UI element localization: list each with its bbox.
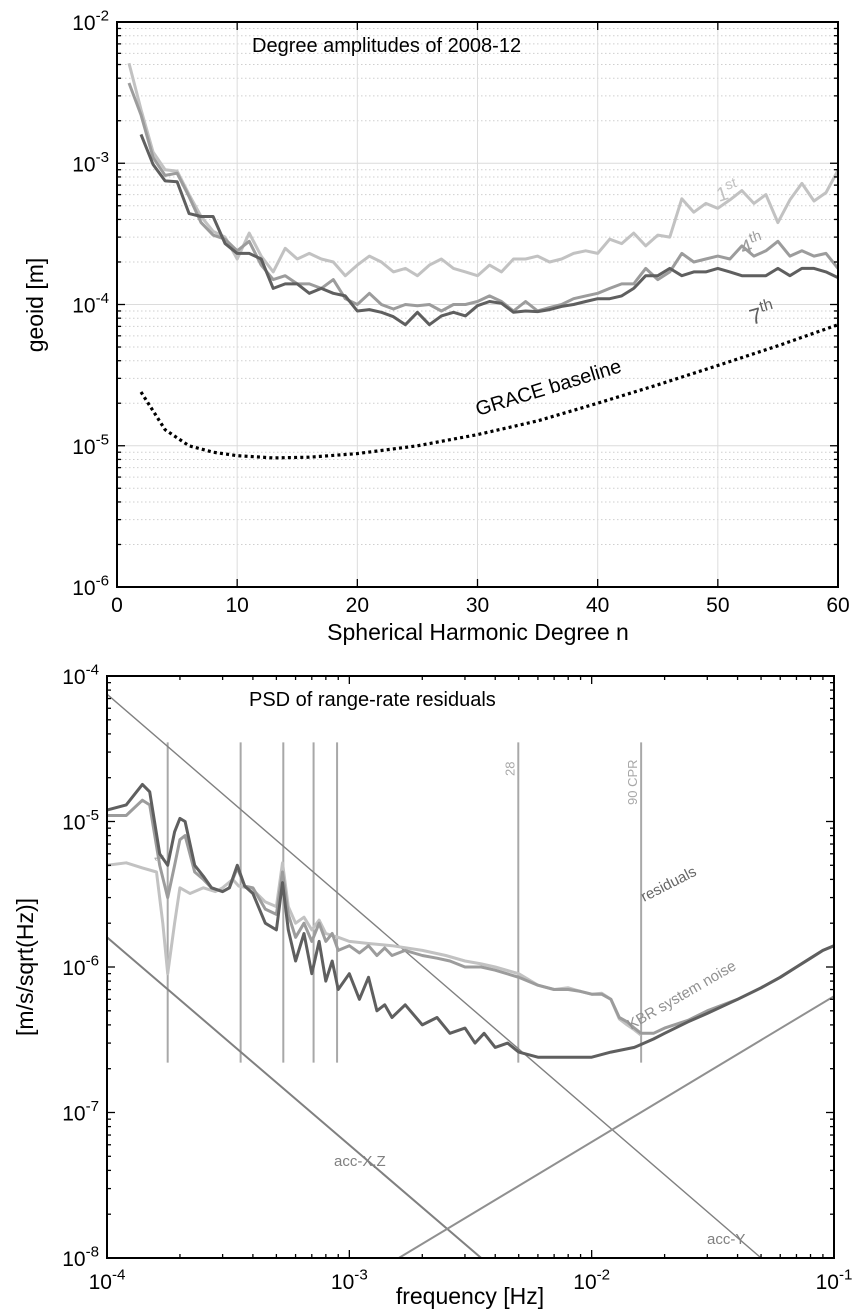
series-line-acc-y (107, 693, 762, 1258)
x-tick-label: 60 (826, 594, 849, 617)
y-tick-label: 10-3 (72, 149, 109, 176)
series-label-4th-sup: th (747, 228, 763, 247)
x-tick-label-base: 10 (573, 1271, 596, 1294)
series-label-acc-xz: acc-X,Z (334, 1153, 386, 1170)
series-top (127, 62, 838, 460)
y-tick-label: 10-4 (72, 290, 109, 317)
x-tick-label-base: 10 (816, 1271, 839, 1294)
y-tick-label-base: 10 (72, 295, 95, 318)
y-tick-label-base: 10 (62, 666, 85, 689)
series-label-acc-y: acc-Y (707, 1231, 745, 1248)
series-line-7th (139, 133, 838, 327)
x-tick-label-base: 10 (331, 1271, 354, 1294)
x-tick-label-exp: -2 (597, 1267, 610, 1284)
series-bottom (107, 693, 834, 1258)
series-line-residual-variant-1 (107, 798, 834, 1035)
series-line-residuals (107, 782, 834, 1059)
y-tick-label-exp: -5 (96, 431, 109, 448)
y-tick-label-exp: -6 (96, 573, 109, 590)
x-tick-label-exp: -3 (354, 1267, 367, 1284)
y-tick-label-base: 10 (62, 1248, 85, 1271)
x-tick-label: 10-2 (573, 1267, 610, 1294)
series-label-1st: 1st (713, 175, 742, 207)
y-tick-label: 10-8 (62, 1244, 99, 1271)
cpr-lines: 128 90 CPR (152, 742, 643, 1063)
y-tick-label-base: 10 (72, 12, 95, 35)
y-tick-label-base: 10 (62, 957, 85, 980)
series-label-residuals: residuals (638, 863, 699, 905)
y-axis-label: [m/s/sqrt(Hz)] (12, 898, 38, 1036)
x-tick-label: 30 (466, 594, 489, 617)
y-tick-label-exp: -4 (86, 662, 99, 679)
y-tick-label-base: 10 (72, 577, 95, 600)
y-tick-label-exp: -7 (86, 1098, 99, 1115)
y-tick-label-exp: -4 (96, 290, 109, 307)
x-tick-label: 10 (225, 594, 248, 617)
x-tick-label: 20 (346, 594, 369, 617)
y-tick-label: 10-6 (62, 953, 99, 980)
series-label-1st-sup: st (723, 175, 739, 194)
cpr-label: 90 CPR (625, 759, 640, 805)
series-label-grace-baseline: GRACE baseline (473, 356, 624, 421)
series-line-kbr-system-noise (398, 995, 834, 1258)
y-tick-label-base: 10 (62, 1103, 85, 1126)
y-tick-label-exp: -6 (86, 953, 99, 970)
y-tick-label-exp: -8 (86, 1244, 99, 1261)
y-axis-label: geoid [m] (22, 258, 48, 353)
y-tick-label-exp: -2 (96, 8, 109, 25)
series-line-1st (127, 62, 838, 278)
series-label-7th-sup: th (757, 296, 774, 316)
chart-title: Degree amplitudes of 2008-12 (252, 35, 521, 57)
x-tick-label: 0 (111, 594, 123, 617)
y-tick-label-exp: -5 (86, 807, 99, 824)
x-tick-label-exp: -1 (839, 1267, 852, 1284)
x-tick-label: 50 (706, 594, 729, 617)
y-tick-label: 10-2 (72, 8, 109, 35)
y-tick-label-exp: -3 (96, 149, 109, 166)
cpr-label: 28 (502, 762, 517, 776)
x-tick-label: 10-1 (816, 1267, 853, 1294)
y-tick-label-base: 10 (72, 436, 95, 459)
x-tick-label-exp: -4 (112, 1267, 125, 1284)
series-line-4th (127, 82, 838, 313)
y-tick-label: 10-4 (62, 662, 99, 689)
y-tick-label: 10-5 (72, 431, 109, 458)
x-tick-label: 10-4 (89, 1267, 126, 1294)
x-axis-label: frequency [Hz] (396, 1283, 544, 1309)
y-tick-label: 10-5 (62, 807, 99, 834)
series-label-7th: 7th (746, 296, 778, 330)
series-line-grace-baseline (139, 323, 838, 460)
chart-title: PSD of range-rate residuals (249, 689, 496, 711)
y-tick-label-base: 10 (62, 812, 85, 835)
series-label-4th: 4th (737, 228, 767, 260)
y-tick-label: 10-7 (62, 1098, 99, 1125)
grid-top (117, 22, 838, 587)
x-axis-label: Spherical Harmonic Degree n (327, 619, 629, 645)
series-line-acc-x-z (107, 936, 482, 1258)
y-tick-label: 10-6 (72, 573, 109, 600)
y-tick-label-base: 10 (72, 153, 95, 176)
series-line-residual-variant-2 (107, 861, 643, 1037)
x-tick-label-base: 10 (89, 1271, 112, 1294)
x-tick-label: 40 (586, 594, 609, 617)
x-tick-label: 10-3 (331, 1267, 368, 1294)
